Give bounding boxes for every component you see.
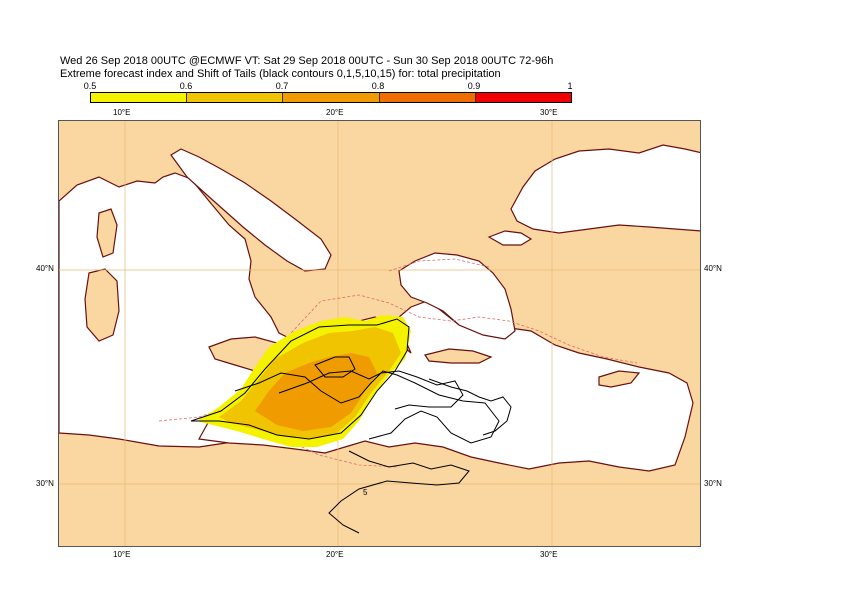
- colorbar-bin: [91, 93, 188, 102]
- lon-label-top: 10°E: [113, 108, 131, 117]
- sot-contour-libya: [328, 450, 470, 534]
- colorbar-bin: [283, 93, 380, 102]
- colorbar-tick-label: 0.7: [275, 81, 289, 91]
- sot-contour-1: [234, 370, 500, 444]
- lon-label-top: 30°E: [540, 108, 558, 117]
- island-cyprus: [598, 370, 641, 388]
- colorbar-bin: [187, 93, 284, 102]
- colorbar-tick-label: 0.9: [467, 81, 481, 91]
- lon-label-top: 20°E: [326, 108, 344, 117]
- lat-label-left: 40°N: [36, 264, 54, 273]
- sea-marmara: [487, 230, 533, 246]
- lon-label-bottom: 10°E: [113, 550, 131, 559]
- efi-region-0-7: [255, 353, 377, 431]
- map-title-line2: Extreme forecast index and Shift of Tail…: [60, 68, 501, 80]
- sea-black: [510, 144, 700, 234]
- colorbar-tick-label: 0.6: [179, 81, 193, 91]
- colorbar-tick-label: 1: [567, 81, 573, 91]
- lon-label-bottom: 20°E: [326, 550, 344, 559]
- island-sardinia: [84, 268, 120, 342]
- island-crete: [424, 348, 493, 364]
- sea-adriatic: [170, 148, 332, 272]
- sot-contour-5: [278, 370, 464, 410]
- colorbar-tick-label: 0.5: [83, 81, 97, 91]
- sea-aegean: [398, 252, 516, 340]
- sot-contour-sinai: [428, 378, 512, 436]
- lat-label-right: 40°N: [704, 264, 722, 273]
- lat-label-left: 30°N: [36, 479, 54, 488]
- colorbar-bin: [475, 93, 572, 102]
- sot-contour-10: [314, 356, 356, 378]
- map-title-line1: Wed 26 Sep 2018 00UTC @ECMWF VT: Sat 29 …: [60, 55, 554, 67]
- colorbar: [90, 92, 572, 103]
- contour-label: 5: [363, 488, 368, 497]
- map-canvas: 5: [59, 121, 700, 546]
- colorbar-bin: [379, 93, 476, 102]
- lon-label-bottom: 30°E: [540, 550, 558, 559]
- sot-contour-0: [190, 318, 410, 440]
- map-panel: 5: [58, 120, 701, 547]
- colorbar-tick-label: 0.8: [371, 81, 385, 91]
- lat-label-right: 30°N: [704, 479, 722, 488]
- island-corsica: [96, 208, 118, 258]
- sot-contours: [190, 318, 512, 534]
